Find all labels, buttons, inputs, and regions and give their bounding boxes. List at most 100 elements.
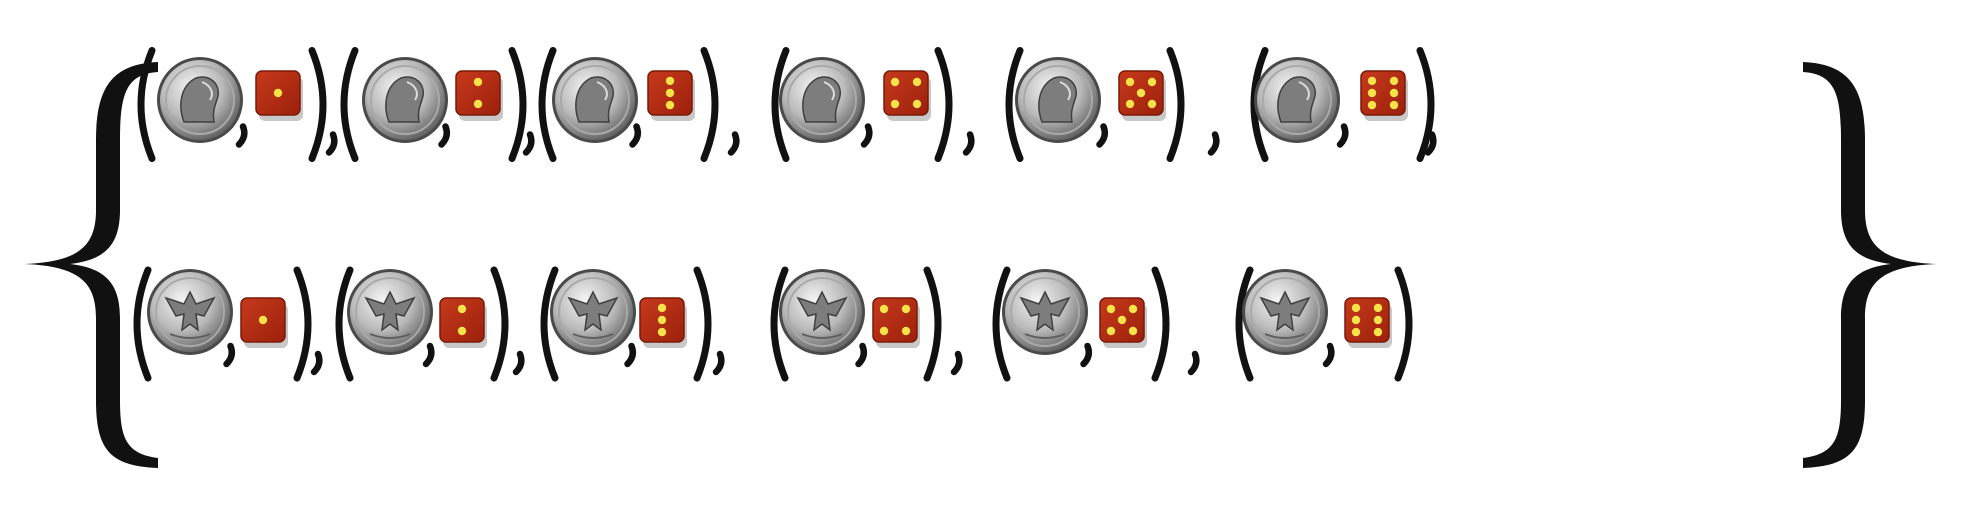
die-pip xyxy=(1373,315,1383,325)
open-paren-icon xyxy=(133,266,152,382)
ordered-pair xyxy=(538,47,719,162)
die-pip xyxy=(273,88,283,98)
die-icon xyxy=(439,297,487,348)
separator-comma-icon xyxy=(712,350,725,376)
die-pip xyxy=(890,77,900,87)
outcome-rows xyxy=(133,47,1437,382)
ordered-pair xyxy=(137,47,327,162)
pair-comma-icon xyxy=(422,342,435,368)
close-paren-icon xyxy=(1166,47,1185,162)
die-pip xyxy=(879,326,889,336)
ordered-pair xyxy=(771,47,953,162)
ordered-pair xyxy=(1235,266,1413,382)
die-icon xyxy=(1344,297,1392,348)
separator-comma-icon xyxy=(950,350,963,376)
left-brace-icon xyxy=(24,62,158,468)
quarter-heads-icon xyxy=(1254,57,1340,143)
quarter-heads-icon xyxy=(157,57,243,143)
separator-comma-icon xyxy=(325,131,338,156)
open-paren-icon xyxy=(992,266,1011,382)
ordered-pair xyxy=(1005,47,1185,162)
die-pip xyxy=(1367,76,1377,86)
pair-comma-icon xyxy=(235,123,248,148)
separator-comma-icon xyxy=(962,131,975,156)
open-paren-icon xyxy=(1235,266,1254,382)
die-icon xyxy=(455,70,503,121)
die-pip xyxy=(665,88,675,98)
die-icon xyxy=(240,297,288,348)
separator-comma-icon xyxy=(1187,350,1200,376)
die-pip xyxy=(879,304,889,314)
pair-comma-icon xyxy=(223,342,236,368)
open-paren-icon xyxy=(1250,47,1269,162)
quarter-tails-icon xyxy=(1002,269,1088,355)
quarter-tails-icon xyxy=(147,269,233,355)
close-paren-icon xyxy=(1416,47,1435,162)
quarter-heads-icon xyxy=(552,57,638,143)
open-paren-icon xyxy=(540,266,559,382)
quarter-tails-icon xyxy=(779,269,865,355)
right-brace-icon xyxy=(1803,62,1937,468)
ordered-pair xyxy=(540,266,712,382)
die-pip xyxy=(1367,88,1377,98)
separator-comma-icon xyxy=(1207,131,1220,156)
die-pip xyxy=(457,326,467,336)
close-paren-icon xyxy=(700,47,719,162)
die-pip xyxy=(901,326,911,336)
die-icon xyxy=(639,297,687,348)
die-pip xyxy=(657,327,667,337)
die-pip xyxy=(1106,304,1116,314)
pair-comma-icon xyxy=(860,123,873,148)
die-pip xyxy=(1373,327,1383,337)
ordered-pair xyxy=(335,266,509,382)
die-icon xyxy=(1360,70,1408,121)
die-icon xyxy=(647,70,695,121)
ordered-pair xyxy=(992,266,1170,382)
die-pip xyxy=(890,99,900,109)
quarter-heads-icon xyxy=(362,57,448,143)
die-pip xyxy=(1106,326,1116,336)
die-pip xyxy=(258,315,268,325)
die-pip xyxy=(1136,88,1146,98)
die-pip xyxy=(901,304,911,314)
pair-comma-icon xyxy=(438,123,451,148)
die-pip xyxy=(473,77,483,87)
open-paren-icon xyxy=(340,47,359,162)
ordered-pair xyxy=(1250,47,1435,162)
die-pip xyxy=(912,77,922,87)
ordered-pair xyxy=(133,266,312,382)
die-pip xyxy=(1389,88,1399,98)
close-paren-icon xyxy=(1394,266,1413,382)
die-icon xyxy=(1118,70,1166,121)
quarter-heads-icon xyxy=(779,57,865,143)
close-paren-icon xyxy=(490,266,509,382)
outcome-row-heads xyxy=(137,47,1437,162)
die-pip xyxy=(912,99,922,109)
open-paren-icon xyxy=(771,47,790,162)
die-pip xyxy=(1117,315,1127,325)
open-paren-icon xyxy=(335,266,354,382)
quarter-tails-icon xyxy=(1242,269,1328,355)
pair-comma-icon xyxy=(1096,123,1109,148)
die-pip xyxy=(1351,315,1361,325)
ordered-pair xyxy=(770,266,942,382)
close-paren-icon xyxy=(1151,266,1170,382)
pair-comma-icon xyxy=(855,342,868,368)
quarter-tails-icon xyxy=(347,269,433,355)
close-paren-icon xyxy=(923,266,942,382)
pair-comma-icon xyxy=(1336,123,1349,148)
die-pip xyxy=(1147,99,1157,109)
die-pip xyxy=(1351,327,1361,337)
close-paren-icon xyxy=(293,266,312,382)
die-pip xyxy=(1389,100,1399,110)
ordered-pair xyxy=(340,47,527,162)
die-pip xyxy=(1125,99,1135,109)
die-pip xyxy=(665,76,675,86)
die-pip xyxy=(665,100,675,110)
close-paren-icon xyxy=(308,47,327,162)
die-pip xyxy=(657,315,667,325)
pair-comma-icon xyxy=(629,123,642,148)
die-icon xyxy=(883,70,931,121)
open-paren-icon xyxy=(770,266,789,382)
